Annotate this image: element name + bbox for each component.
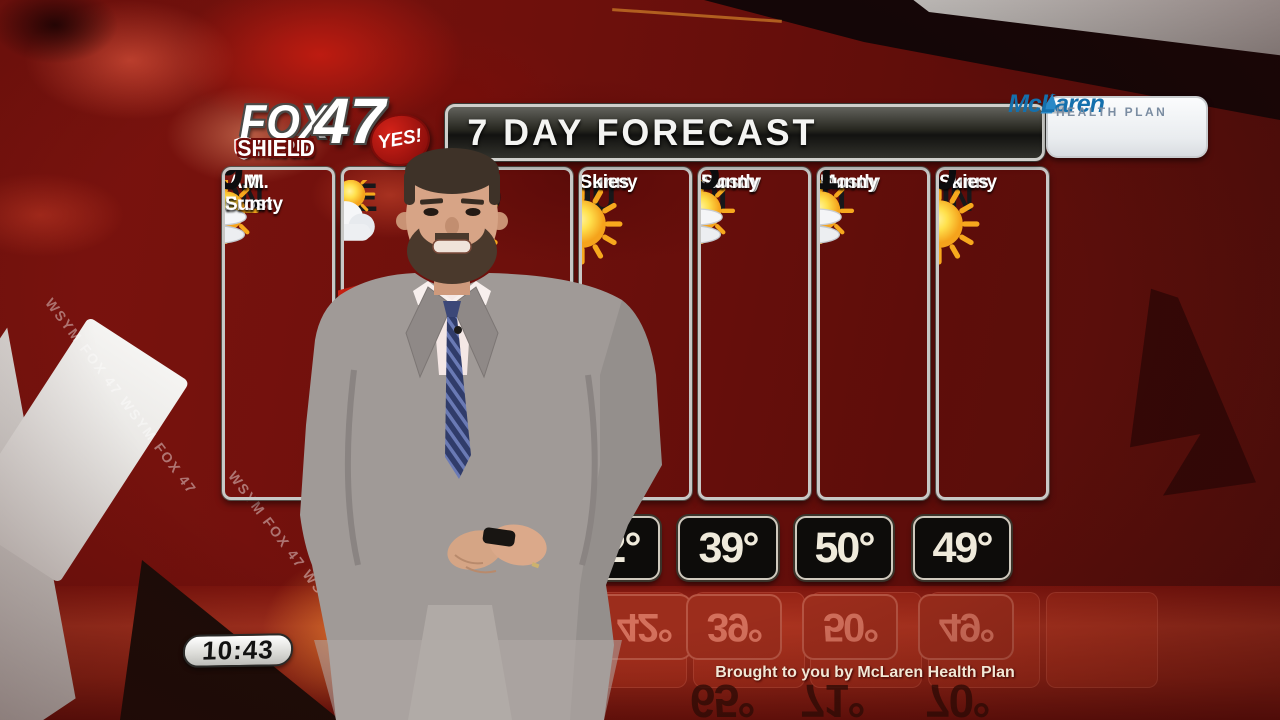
low-temp-box: 50° [795,516,893,580]
weather-presenter [300,148,662,720]
sponsor-text: Brought to you by McLaren Health Plan [715,664,1015,681]
low-temp-box: 49° [913,516,1011,580]
fox-wordmark: FOX [239,95,329,148]
shield-label: SHIELD [237,134,315,161]
mclaren-name: McLaren [1008,89,1105,118]
forecast-banner: 7 DAY FORECAST [445,104,1045,161]
banner-title: 7 DAY FORECAST [467,111,818,153]
fox47-storm-shield-logo: FOX 47 YES! STORM SHIELD [232,85,447,192]
mclaren-card: McLaren HEALTH PLAN [1008,90,1208,158]
time-bug: 10:43 [182,633,294,668]
mclaren-subtitle: HEALTH PLAN [1056,105,1168,119]
low-temp-box: 39° [678,516,778,580]
shield-icon [234,136,254,160]
mclaren-swoosh-icon [1040,93,1071,114]
